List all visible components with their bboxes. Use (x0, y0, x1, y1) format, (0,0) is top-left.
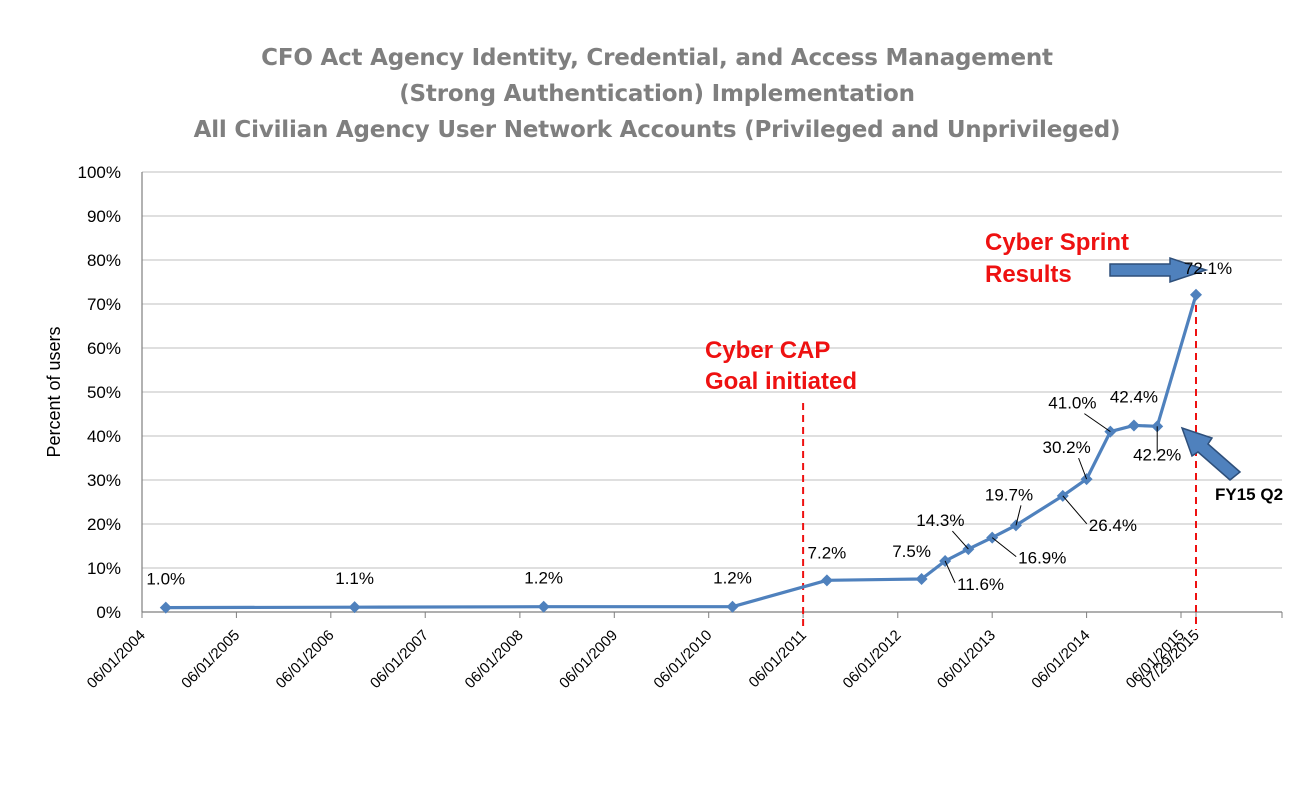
label-leader-line (991, 537, 1017, 558)
sprint-annotation-line-2: Results (985, 261, 1072, 288)
chart-title: CFO Act Agency Identity, Credential, and… (0, 40, 1314, 148)
sprint-annotation-line-1: Cyber Sprint (985, 229, 1129, 256)
fy15-arrow-shape (1180, 426, 1242, 481)
series-polyline (165, 294, 1198, 610)
chart-title-line-1: CFO Act Agency Identity, Credential, and… (261, 45, 1053, 71)
data-point-marker (915, 573, 928, 585)
x-tick-label: 06/01/2013 (934, 627, 999, 692)
data-point-marker (1190, 288, 1203, 301)
data-label: 1.2% (713, 569, 752, 588)
y-tick-label: 10% (87, 559, 121, 578)
annotation-arrows (1109, 256, 1242, 481)
label-leader-line (1015, 505, 1022, 526)
data-label: 11.6% (957, 575, 1004, 594)
data-label: 1.2% (524, 569, 563, 588)
x-tick-label: 06/01/2007 (367, 627, 432, 692)
data-label: 7.2% (808, 543, 847, 562)
annotations: Cyber CAP Goal initiated Cyber Sprint Re… (705, 229, 1283, 504)
data-point-marker (820, 574, 833, 587)
chart-title-line-2: (Strong Authentication) Implementation (399, 81, 915, 107)
label-leader-line (1078, 457, 1088, 480)
reference-lines (802, 305, 1198, 630)
cap-annotation-line-1: Cyber CAP (705, 337, 830, 364)
x-tick-label: 06/01/2005 (178, 627, 243, 692)
data-label: 42.4% (1110, 387, 1158, 406)
y-tick-label: 70% (87, 295, 121, 314)
x-tick-label: 06/01/2004 (84, 627, 149, 692)
y-tick-label: 90% (87, 207, 121, 226)
x-tick-label: 06/01/2006 (273, 627, 338, 692)
label-leader-line (1084, 413, 1111, 433)
gridlines (142, 171, 1282, 569)
y-tick-label: 0% (96, 603, 121, 622)
data-label: 41.0% (1048, 394, 1096, 413)
data-label: 26.4% (1089, 516, 1137, 535)
data-label: 1.0% (146, 570, 185, 589)
x-tick-label: 06/01/2008 (462, 627, 527, 692)
label-leader-line (952, 530, 969, 550)
axes (141, 172, 1283, 618)
data-point-marker (159, 601, 172, 614)
fy15-annotation: FY15 Q2 (1215, 485, 1283, 504)
sprint-arrow-shape (1109, 256, 1209, 284)
y-tick-label: 50% (87, 383, 121, 402)
y-axis-label: Percent of users (44, 326, 64, 457)
chart-title-line-3: All Civilian Agency User Network Account… (193, 117, 1121, 143)
data-label: 42.2% (1133, 445, 1181, 464)
data-label: 72.1% (1184, 259, 1232, 278)
y-tick-label: 60% (87, 339, 121, 358)
data-label: 16.9% (1018, 549, 1066, 568)
data-labels: 1.0% 1.1% 1.2% 1.2% 7.2% 7.5% 11.6% 14.3% 16.9% 1… (146, 259, 1232, 594)
data-label: 7.5% (892, 542, 931, 561)
label-leader-line (944, 560, 956, 584)
x-tick-label: 06/01/2009 (556, 627, 621, 692)
x-tick-label: 06/01/2014 (1028, 627, 1093, 692)
data-label: 1.1% (335, 569, 374, 588)
data-point-marker (537, 600, 550, 613)
x-tick-label: 06/01/2010 (650, 627, 715, 692)
label-leader-line (1062, 495, 1088, 525)
cap-annotation-line-2: Goal initiated (705, 368, 857, 395)
x-tick-label: 06/01/2012 (839, 627, 904, 692)
data-point-marker (1127, 419, 1140, 432)
data-point-marker (348, 601, 361, 614)
y-tick-label: 30% (87, 471, 121, 490)
y-tick-label: 100% (78, 163, 121, 182)
y-tick-label: 20% (87, 515, 121, 534)
y-tick-label: 40% (87, 427, 121, 446)
data-point-marker (726, 600, 739, 613)
data-label: 30.2% (1042, 438, 1090, 457)
x-tick-label: 06/01/2011 (746, 627, 810, 691)
y-tick-label: 80% (87, 251, 121, 270)
data-label: 19.7% (985, 485, 1033, 504)
data-label: 14.3% (916, 511, 964, 530)
